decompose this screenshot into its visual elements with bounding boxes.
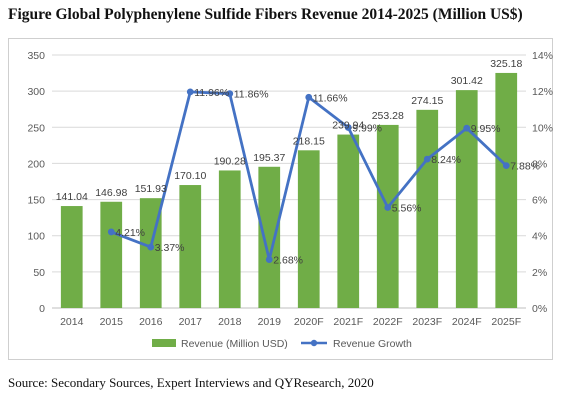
growth-point <box>463 124 471 132</box>
y-right-tick-label: 10% <box>532 122 553 134</box>
growth-value-label: 8.24% <box>431 154 461 166</box>
growth-point <box>423 155 431 163</box>
bar <box>179 185 202 308</box>
chart-title: Figure Global Polyphenylene Sulfide Fibe… <box>8 6 523 23</box>
x-tick-label: 2025F <box>491 316 521 328</box>
legend-bar-swatch <box>152 339 176 347</box>
y-left-tick-label: 250 <box>27 122 45 134</box>
x-tick-label: 2019 <box>258 316 282 328</box>
legend-line-marker <box>310 339 318 347</box>
bar-value-label: 146.98 <box>95 187 127 199</box>
growth-point <box>384 204 392 211</box>
x-tick-label: 2018 <box>218 316 242 328</box>
bar <box>455 90 478 309</box>
bar <box>100 201 123 308</box>
growth-point <box>147 243 155 251</box>
y-left-tick-label: 150 <box>27 195 45 207</box>
x-tick-label: 2020F <box>294 316 324 328</box>
legend: Revenue (Million USD) Revenue Growth <box>152 338 412 350</box>
bar <box>495 72 518 308</box>
line-series <box>107 88 510 263</box>
bar-value-label: 325.18 <box>490 58 522 70</box>
growth-point <box>107 228 115 236</box>
growth-value-label: 11.86% <box>234 89 269 101</box>
data-labels: 141.04 146.98 151.93 170.10 190.28 195.37 218.… <box>56 58 540 267</box>
growth-value-label: 11.66% <box>313 92 348 104</box>
y-right-tick-label: 4% <box>532 231 547 243</box>
bar <box>60 206 83 308</box>
bar-value-label: 274.15 <box>411 95 443 107</box>
x-tick-label: 2024F <box>452 316 482 328</box>
x-tick-label: 2016 <box>139 316 163 328</box>
y-left-tick-label: 50 <box>33 267 45 279</box>
bar <box>337 134 360 308</box>
legend-bar-label: Revenue (Million USD) <box>181 338 288 350</box>
y-right-tick-label: 8% <box>532 158 547 170</box>
growth-value-label: 7.88% <box>510 161 540 173</box>
growth-point <box>186 88 194 96</box>
bar <box>416 109 439 309</box>
y-right-tick-label: 0% <box>532 303 547 315</box>
growth-value-label: 5.56% <box>392 203 422 215</box>
bar <box>218 170 241 308</box>
bar-value-label: 141.04 <box>56 191 88 203</box>
x-tick-label: 2017 <box>179 316 203 328</box>
bar-value-label: 190.28 <box>214 155 246 167</box>
x-tick-label: 2022F <box>373 316 403 328</box>
x-tick-label: 2014 <box>60 316 84 328</box>
bar-value-label: 151.93 <box>135 183 167 195</box>
bar-value-label: 253.28 <box>372 110 404 122</box>
bar-value-label: 218.15 <box>293 135 325 147</box>
x-tick-label: 2021F <box>333 316 363 328</box>
growth-value-label: 11.96% <box>194 87 229 99</box>
growth-point <box>502 162 510 169</box>
growth-point <box>344 124 352 131</box>
y-right-tick-label: 14% <box>532 50 553 62</box>
bar-series <box>60 72 518 309</box>
bar <box>258 166 281 308</box>
y-right-tick-label: 12% <box>532 86 553 98</box>
growth-value-label: 9.99% <box>352 122 382 134</box>
growth-value-label: 4.21% <box>115 227 145 239</box>
bar-value-label: 301.42 <box>451 75 483 87</box>
grid-lines <box>52 54 526 309</box>
growth-point <box>226 90 234 98</box>
axes: 0 50 100 150 200 250 300 350 0% 2% 4% 6% 8% 10% 12% 14%… <box>27 50 553 328</box>
growth-value-label: 9.95% <box>471 123 501 135</box>
legend-line-label: Revenue Growth <box>333 338 412 350</box>
growth-point <box>305 93 313 101</box>
bar <box>297 150 320 308</box>
bar-value-label: 239.94 <box>332 120 364 132</box>
source-note: Source: Secondary Sources, Expert Interv… <box>8 375 374 390</box>
y-left-tick-label: 0 <box>39 303 45 315</box>
growth-value-label: 3.37% <box>155 242 185 254</box>
bar-value-label: 195.37 <box>253 152 285 164</box>
growth-value-label: 2.68% <box>273 255 303 267</box>
y-right-tick-label: 6% <box>532 195 547 207</box>
x-tick-label: 2015 <box>100 316 124 328</box>
y-left-tick-label: 300 <box>27 86 45 98</box>
bar <box>376 124 399 309</box>
y-left-tick-label: 100 <box>27 231 45 243</box>
y-right-tick-label: 2% <box>532 267 547 279</box>
growth-point <box>265 256 273 263</box>
y-left-tick-label: 200 <box>27 158 45 170</box>
bar-value-label: 170.10 <box>174 170 206 182</box>
y-left-tick-label: 350 <box>27 50 45 62</box>
x-tick-label: 2023F <box>412 316 442 328</box>
